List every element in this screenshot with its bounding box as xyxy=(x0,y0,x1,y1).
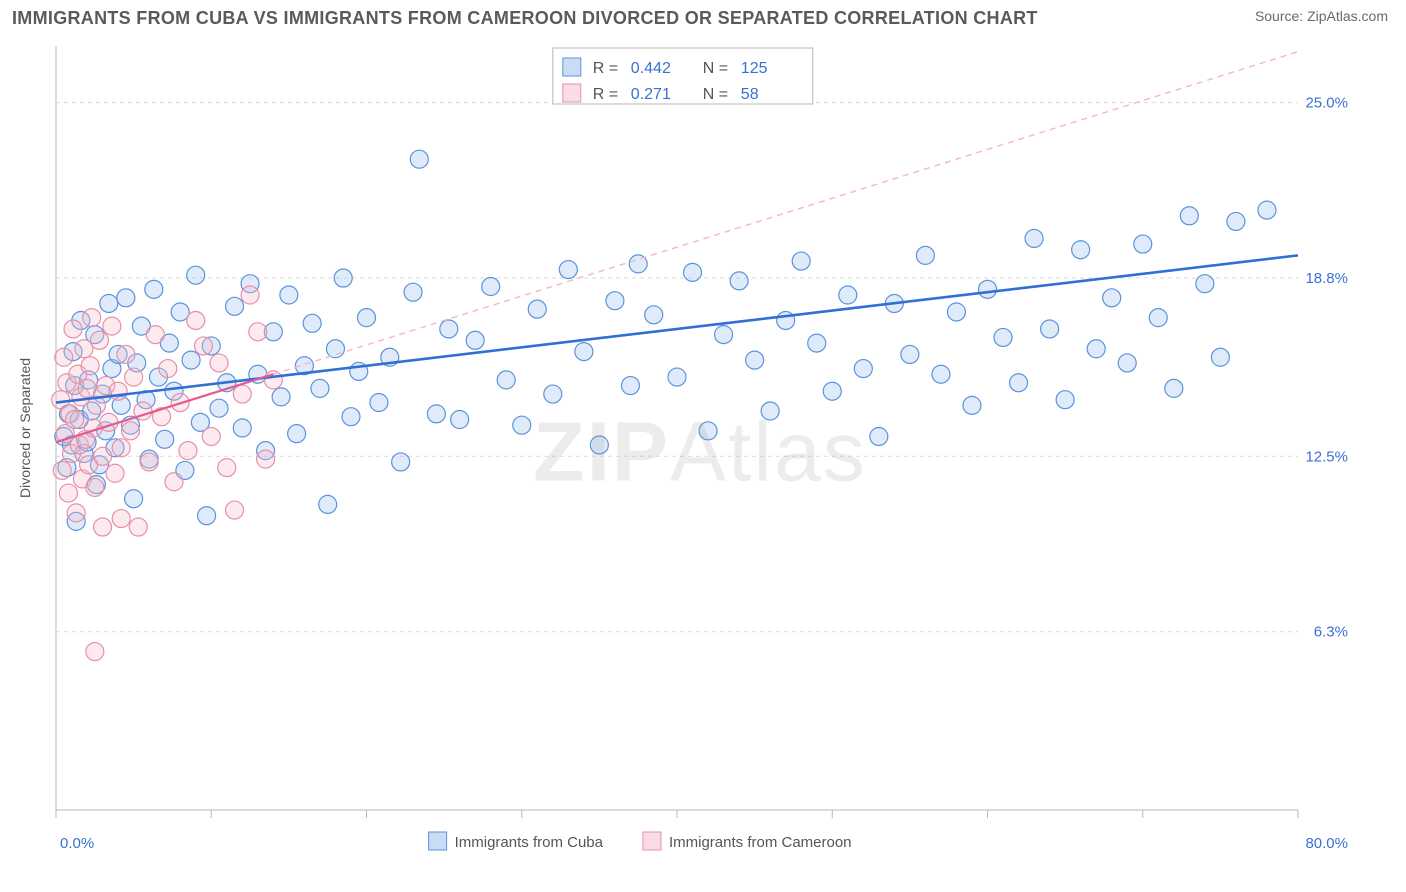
svg-text:80.0%: 80.0% xyxy=(1305,835,1348,852)
svg-text:12.5%: 12.5% xyxy=(1305,448,1348,465)
source-label: Source: ZipAtlas.com xyxy=(1255,8,1388,24)
svg-text:Immigrants from Cuba: Immigrants from Cuba xyxy=(455,834,604,851)
svg-text:0.442: 0.442 xyxy=(631,60,671,77)
svg-text:R =: R = xyxy=(593,60,618,77)
svg-text:N =: N = xyxy=(703,86,728,103)
svg-text:0.271: 0.271 xyxy=(631,86,671,103)
svg-text:58: 58 xyxy=(741,86,759,103)
chart-title: IMMIGRANTS FROM CUBA VS IMMIGRANTS FROM … xyxy=(12,8,1038,29)
svg-text:N =: N = xyxy=(703,60,728,77)
scatter-chart: 6.3% 12.5% 18.8% 25.0% 0.0% 80.0% Divorced or … xyxy=(12,40,1388,864)
svg-text:R =: R = xyxy=(593,86,618,103)
svg-text:125: 125 xyxy=(741,60,768,77)
svg-text:6.3%: 6.3% xyxy=(1314,624,1348,641)
svg-text:Divorced or Separated: Divorced or Separated xyxy=(17,358,33,498)
svg-text:Immigrants from Cameroon: Immigrants from Cameroon xyxy=(669,834,852,851)
svg-text:18.8%: 18.8% xyxy=(1305,270,1348,287)
svg-text:0.0%: 0.0% xyxy=(60,835,94,852)
svg-text:25.0%: 25.0% xyxy=(1305,95,1348,112)
chart-area: 6.3% 12.5% 18.8% 25.0% 0.0% 80.0% Divorced or … xyxy=(12,40,1388,864)
